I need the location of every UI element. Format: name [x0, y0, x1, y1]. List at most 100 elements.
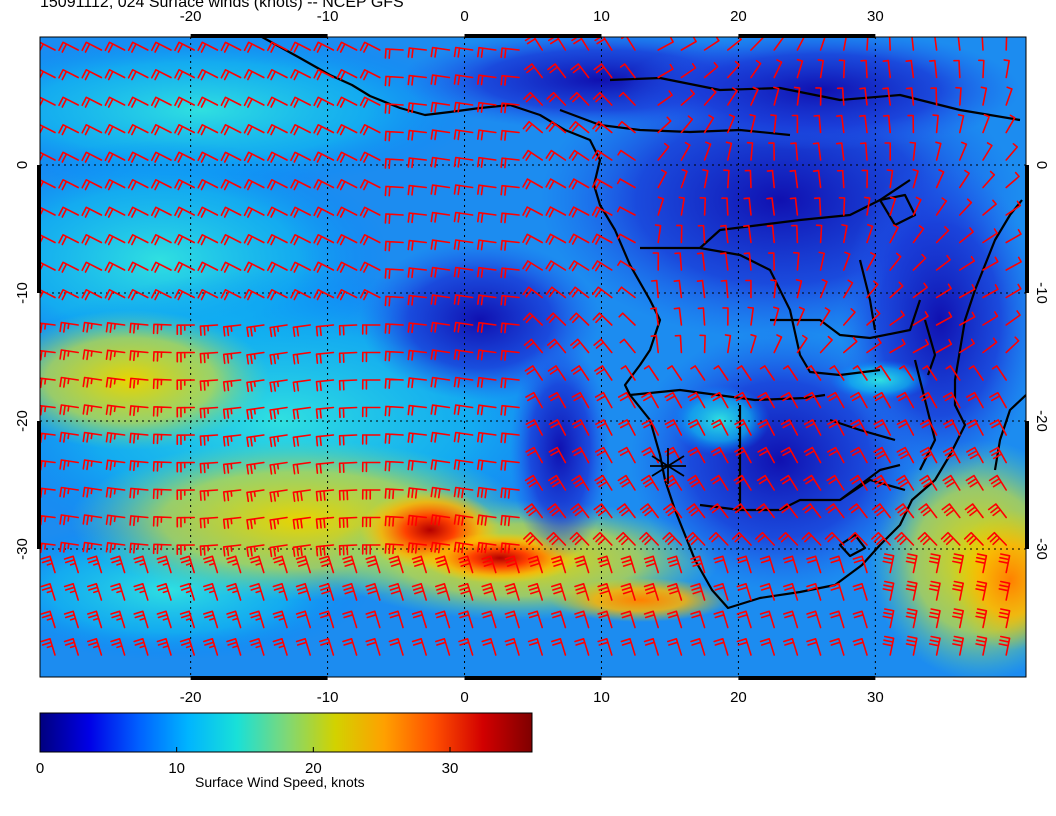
wind-barb [940, 531, 961, 546]
wind-barb [546, 312, 567, 326]
wind-barb [220, 179, 242, 191]
wind-barb [179, 610, 195, 629]
wind-barb [388, 638, 404, 656]
wind-barb [639, 531, 659, 546]
wind-barb [435, 638, 451, 656]
wind-barb [643, 638, 659, 656]
colorbar: 0 10 20 30 [36, 712, 533, 777]
wind-barb [836, 87, 845, 106]
wind-barb [882, 553, 895, 574]
wind-barb [133, 638, 149, 656]
lake-victoria [878, 193, 917, 227]
lake-malawi [923, 319, 937, 376]
wind-barb [267, 124, 288, 136]
wind-barb [849, 474, 868, 491]
wind-barb [759, 638, 775, 656]
wind-barb [81, 206, 103, 218]
wind-barb [889, 252, 902, 271]
wind-barb [384, 213, 404, 224]
wind-barb [819, 307, 831, 326]
wind-barb [477, 74, 497, 86]
wind-barb [243, 179, 265, 191]
wind-barb [292, 406, 311, 420]
wind-barb [650, 307, 659, 326]
wind-barb [40, 583, 56, 601]
wind-barb [861, 169, 869, 189]
wind-barb [336, 41, 358, 53]
wind-barb [935, 141, 942, 161]
wind-barb [743, 224, 752, 244]
wind-barb [570, 503, 590, 519]
wind-barb [226, 638, 242, 656]
wind-barb [269, 516, 288, 530]
wind-barb [766, 224, 775, 244]
wind-barb [905, 59, 915, 79]
wind-barb [174, 69, 195, 81]
wind-barb [687, 446, 706, 464]
colorbar-ticks: 0 10 20 30 [36, 747, 458, 777]
wind-barb [315, 461, 335, 474]
wind-barb [525, 446, 543, 464]
wind-barb [569, 120, 590, 134]
wind-barb [384, 158, 404, 169]
wind-barb [812, 169, 822, 189]
wind-barb [859, 114, 868, 134]
wind-barb [919, 391, 938, 409]
wind-barb [40, 179, 56, 190]
wind-barb [843, 279, 854, 299]
wind-barb [220, 96, 242, 108]
wind-barb [500, 349, 520, 361]
wind-barb [592, 531, 613, 546]
wind-barb [778, 531, 799, 546]
wind-barb [243, 289, 265, 301]
wind-barb [384, 405, 404, 417]
wind-barb [843, 37, 847, 51]
wind-barb [384, 130, 404, 142]
wind-barb [40, 69, 56, 80]
wind-barb [889, 196, 897, 216]
wind-barb [546, 91, 567, 106]
wind-barb [59, 486, 79, 498]
wind-barb [338, 324, 358, 336]
wind-barb [174, 289, 195, 301]
wind-barb [964, 503, 984, 519]
wind-barb [917, 531, 938, 546]
wind-barb [545, 149, 567, 161]
wind-barb [852, 555, 868, 574]
wind-barb [292, 351, 311, 365]
wind-barb [63, 638, 79, 656]
wind-barb [721, 197, 729, 216]
wind-barb [826, 391, 845, 409]
wind-barb [197, 41, 219, 53]
border-sahel [609, 76, 1021, 122]
wind-barb [361, 379, 381, 390]
wind-barb [359, 261, 381, 273]
wind-barb [825, 503, 845, 519]
wind-barb [243, 96, 265, 108]
wind-barb [81, 96, 103, 108]
wind-barb [759, 610, 775, 629]
wind-barb [295, 583, 311, 601]
wind-barb [267, 234, 288, 246]
frame-scale-bars [37, 34, 1029, 680]
wind-barb [773, 86, 780, 106]
wind-barb [966, 419, 984, 436]
wind-barb [527, 638, 543, 656]
wind-barb [105, 322, 126, 333]
wind-barb [988, 474, 1007, 491]
wind-barb [249, 638, 265, 656]
wind-barb [500, 239, 520, 251]
wind-barb [941, 503, 961, 519]
wind-barb [998, 580, 1011, 601]
wind-barb [338, 516, 358, 529]
wind-barb [895, 503, 915, 519]
wind-barb [523, 338, 543, 354]
wind-barb [81, 261, 103, 273]
wind-barb [336, 179, 358, 191]
wind-barb [886, 169, 894, 189]
wind-barb [571, 419, 590, 436]
wind-barb [104, 179, 126, 191]
wind-barb [338, 351, 358, 364]
wind-barb [384, 268, 404, 279]
wind-barb [336, 124, 358, 136]
